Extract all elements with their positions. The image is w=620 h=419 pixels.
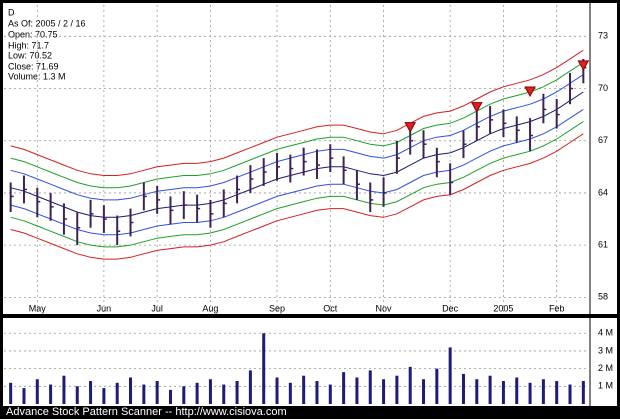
volume-bar	[408, 366, 412, 404]
volume-bar	[515, 377, 519, 404]
volume-panel	[3, 318, 617, 406]
volume-bar	[501, 381, 505, 404]
x-tick-label: Aug	[202, 303, 218, 313]
band-line	[10, 49, 584, 176]
volume-bar	[22, 388, 26, 404]
y-tick-label: 3 M	[598, 345, 613, 355]
volume-bar	[142, 384, 146, 404]
volume-bar	[129, 377, 133, 404]
x-tick-label: Dec	[442, 303, 459, 313]
volume-bar	[75, 386, 79, 404]
volume-bar	[461, 373, 465, 404]
y-tick-label: 67	[598, 135, 608, 145]
volume-bar	[115, 382, 119, 404]
signal-marker	[404, 122, 417, 133]
volume-bar	[395, 375, 399, 404]
volume-bar	[49, 384, 53, 404]
y-tick-label: 73	[598, 31, 608, 41]
low: Low: 70.52	[8, 50, 52, 60]
x-tick-label: 2005	[493, 303, 513, 313]
volume-bar	[208, 379, 212, 404]
x-tick-label: May	[29, 303, 47, 313]
y-tick-label: 61	[598, 240, 608, 250]
x-tick-label: Oct	[323, 303, 338, 313]
volume-bar	[488, 375, 492, 404]
band-line	[10, 108, 584, 236]
volume-bar	[302, 375, 306, 404]
volume-bar	[102, 388, 106, 404]
volume-bar	[35, 379, 39, 404]
volume-bar	[89, 381, 93, 404]
y-tick-label: 70	[598, 83, 608, 93]
volume-bar	[235, 381, 239, 404]
as-of: As Of: 2005 / 2 / 16	[8, 18, 86, 28]
volume-bar	[288, 382, 292, 404]
volume-bar	[555, 381, 559, 404]
x-tick-label: Sep	[269, 303, 285, 313]
footer: Advance Stock Pattern Scanner -- http://…	[6, 406, 287, 418]
volume-bar	[168, 389, 172, 404]
volume: Volume: 1.3 M	[8, 71, 66, 81]
symbol: D	[8, 7, 15, 17]
y-tick-label: 1 M	[598, 381, 613, 391]
volume-bar	[435, 368, 439, 404]
signal-marker	[524, 86, 536, 98]
y-tick-label: 4 M	[598, 328, 613, 338]
volume-bar	[568, 384, 572, 404]
x-tick-label: Jun	[97, 303, 112, 313]
price-panel	[3, 3, 617, 314]
band-line	[10, 91, 584, 218]
x-tick-label: Jul	[151, 303, 163, 313]
volume-bar	[475, 379, 479, 404]
volume-bar	[541, 379, 545, 404]
y-tick-label: 58	[598, 292, 608, 302]
y-tick-label: 64	[598, 187, 608, 197]
volume-bar	[448, 347, 452, 404]
volume-bar	[328, 384, 332, 404]
open: Open: 70.75	[8, 29, 58, 39]
volume-bar	[182, 386, 186, 404]
volume-bar	[315, 381, 319, 404]
volume-bar	[382, 379, 386, 404]
volume-bar	[155, 381, 159, 404]
volume-bar	[262, 333, 266, 404]
high: High: 71.7	[8, 40, 49, 50]
volume-bar	[62, 375, 66, 404]
volume-bar	[342, 372, 346, 404]
volume-bar	[355, 377, 359, 404]
signal-marker	[470, 102, 483, 113]
band-line	[10, 121, 584, 248]
volume-bar	[195, 382, 199, 404]
signal-marker	[577, 60, 590, 71]
volume-bar	[368, 370, 372, 404]
close: Close: 71.69	[8, 61, 59, 71]
band-line	[10, 61, 584, 189]
volume-bar	[581, 381, 585, 404]
volume-bar	[9, 382, 13, 404]
volume-bar	[422, 379, 426, 404]
volume-bar	[248, 370, 252, 404]
y-tick-label: 2 M	[598, 363, 613, 373]
volume-bar	[275, 377, 279, 404]
volume-bar	[528, 382, 532, 404]
volume-bar	[222, 384, 226, 404]
band-line	[10, 74, 584, 201]
x-tick-label: Feb	[549, 303, 565, 313]
x-tick-label: Nov	[376, 303, 393, 313]
band-line	[10, 133, 584, 260]
